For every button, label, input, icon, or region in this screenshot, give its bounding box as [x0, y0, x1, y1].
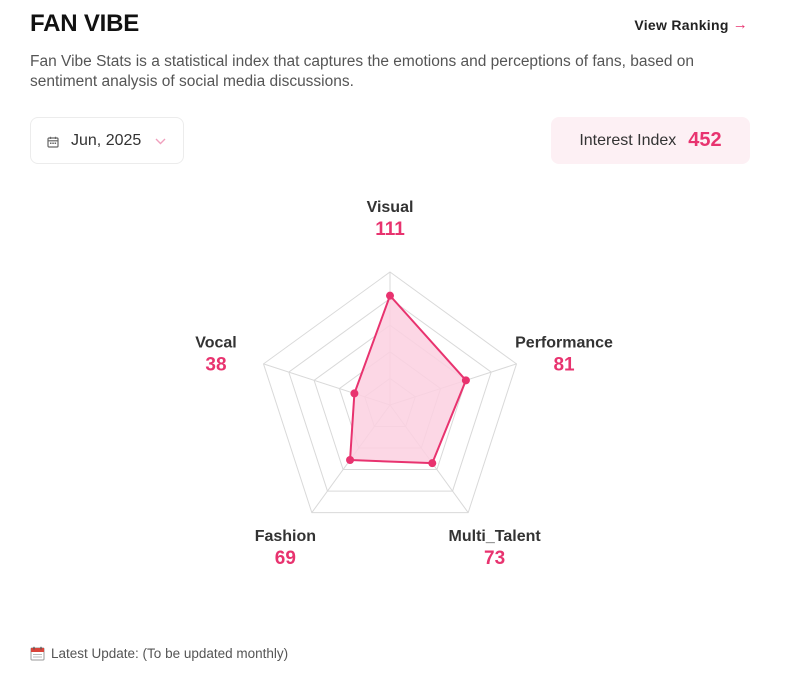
arrow-right-icon: →: [732, 16, 748, 33]
grid-ring: [288, 297, 492, 492]
page-description: Fan Vibe Stats is a statistical index th…: [30, 53, 695, 90]
data-point: [461, 376, 470, 385]
data-point: [428, 459, 437, 468]
view-ranking-label: View Ranking: [634, 16, 729, 33]
interest-index-badge: Interest Index 452: [551, 117, 750, 164]
axis-label: Performance: [515, 335, 613, 352]
data-label: 73: [484, 548, 505, 569]
chevron-down-icon: [155, 132, 166, 150]
data-point: [386, 291, 394, 300]
date-value: Jun, 2025: [71, 131, 142, 149]
data-label: 81: [553, 355, 575, 376]
axis-label: Multi_Talent: [449, 528, 542, 545]
data-point: [346, 455, 355, 464]
data-point: [350, 389, 359, 398]
data-label: 38: [205, 355, 226, 376]
data-label: 69: [275, 548, 296, 569]
grid-ring: [262, 271, 518, 514]
axis-label: Vocal: [195, 335, 237, 352]
axis-label: Fashion: [255, 528, 316, 545]
calendar-update-icon: [30, 646, 45, 661]
interest-index-value: 452: [688, 129, 722, 151]
data-area: [349, 294, 467, 465]
latest-update-text: Latest Update: (To be updated monthly): [51, 646, 289, 661]
view-ranking-link[interactable]: View Ranking →: [634, 16, 748, 33]
interest-index-label: Interest Index: [579, 131, 677, 149]
calendar-icon: [47, 135, 59, 148]
axis-label: Visual: [367, 200, 414, 216]
date-selector[interactable]: Jun, 2025: [30, 117, 184, 164]
data-label: 111: [375, 219, 405, 240]
page-title: FAN VIBE: [30, 10, 140, 37]
radar-chart: Visual 111 Performance 81 Multi_Talent 73 Fash…: [195, 200, 613, 569]
latest-update: Latest Update: (To be updated monthly): [30, 646, 288, 661]
